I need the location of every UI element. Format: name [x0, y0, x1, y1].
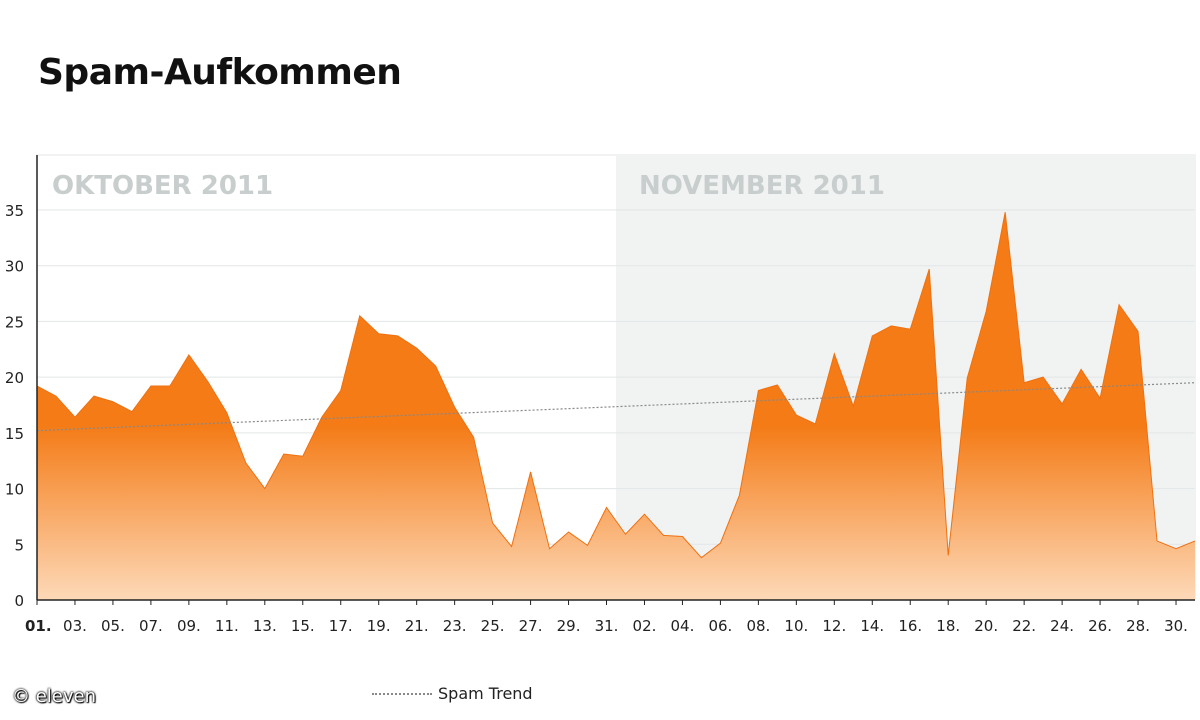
spam-area — [37, 212, 1195, 601]
y-tick-label: 35 — [5, 202, 24, 220]
y-tick-label: 0 — [14, 592, 24, 610]
legend: Spam Trend — [372, 684, 533, 703]
x-tick-label: 30. — [1164, 617, 1188, 635]
x-tick-label: 28. — [1126, 617, 1150, 635]
legend-trend-label: Spam Trend — [438, 684, 533, 703]
y-tick-label: 20 — [5, 369, 24, 387]
chart-title: Spam-Aufkommen — [38, 52, 402, 93]
x-tick-label: 02. — [633, 617, 657, 635]
spam-trend-line — [36, 382, 1196, 432]
x-tick-label: 08. — [746, 617, 770, 635]
spam-area-outline — [36, 212, 1196, 559]
x-tick-label: 04. — [671, 617, 695, 635]
x-tick-label: 03. — [63, 617, 87, 635]
x-tick-label: 25. — [481, 617, 505, 635]
x-tick-label: 16. — [898, 617, 922, 635]
x-tick-label: 21. — [405, 617, 429, 635]
x-tick-label: 17. — [329, 617, 353, 635]
x-tick-label: 01. — [25, 617, 52, 635]
x-tick-label: 13. — [253, 617, 277, 635]
y-tick-label: 5 — [14, 536, 24, 554]
x-tick-label: 14. — [860, 617, 884, 635]
month-label-oktober: OKTOBER 2011 — [52, 171, 273, 201]
x-tick-label: 07. — [139, 617, 163, 635]
credit-text: © eleven — [12, 686, 97, 707]
x-tick-label: 29. — [557, 617, 581, 635]
x-tick-label: 19. — [367, 617, 391, 635]
y-tick-label: 10 — [5, 481, 24, 499]
legend-trend-swatch — [372, 692, 432, 695]
x-tick-label: 12. — [822, 617, 846, 635]
x-tick-label: 20. — [974, 617, 998, 635]
y-tick-label: 25 — [5, 313, 24, 331]
x-tick-label: 22. — [1012, 617, 1036, 635]
x-tick-label: 31. — [595, 617, 619, 635]
x-tick-labels: 01. 03. 05. 07. 09. 11. 13. 15. 17. 19. 21. 23. 25. 2… — [25, 617, 1188, 635]
x-tick-label: 06. — [708, 617, 732, 635]
y-tick-labels: 0 5 10 15 20 25 30 35 — [5, 202, 24, 610]
month-labels: OKTOBER 2011 NOVEMBER 2011 — [52, 171, 885, 201]
x-tick-label: 15. — [291, 617, 315, 635]
x-tick-label: 11. — [215, 617, 239, 635]
x-tick-label: 23. — [443, 617, 467, 635]
x-tick-label: 09. — [177, 617, 201, 635]
x-tick-label: 18. — [936, 617, 960, 635]
x-tick-label: 24. — [1050, 617, 1074, 635]
y-tick-label: 30 — [5, 258, 24, 276]
x-tick-label: 26. — [1088, 617, 1112, 635]
month-label-november: NOVEMBER 2011 — [639, 171, 885, 201]
x-tick-label: 27. — [519, 617, 543, 635]
y-tick-label: 15 — [5, 425, 24, 443]
x-tick-marks — [36, 600, 1177, 605]
x-tick-label: 10. — [784, 617, 808, 635]
x-tick-label: 05. — [101, 617, 125, 635]
